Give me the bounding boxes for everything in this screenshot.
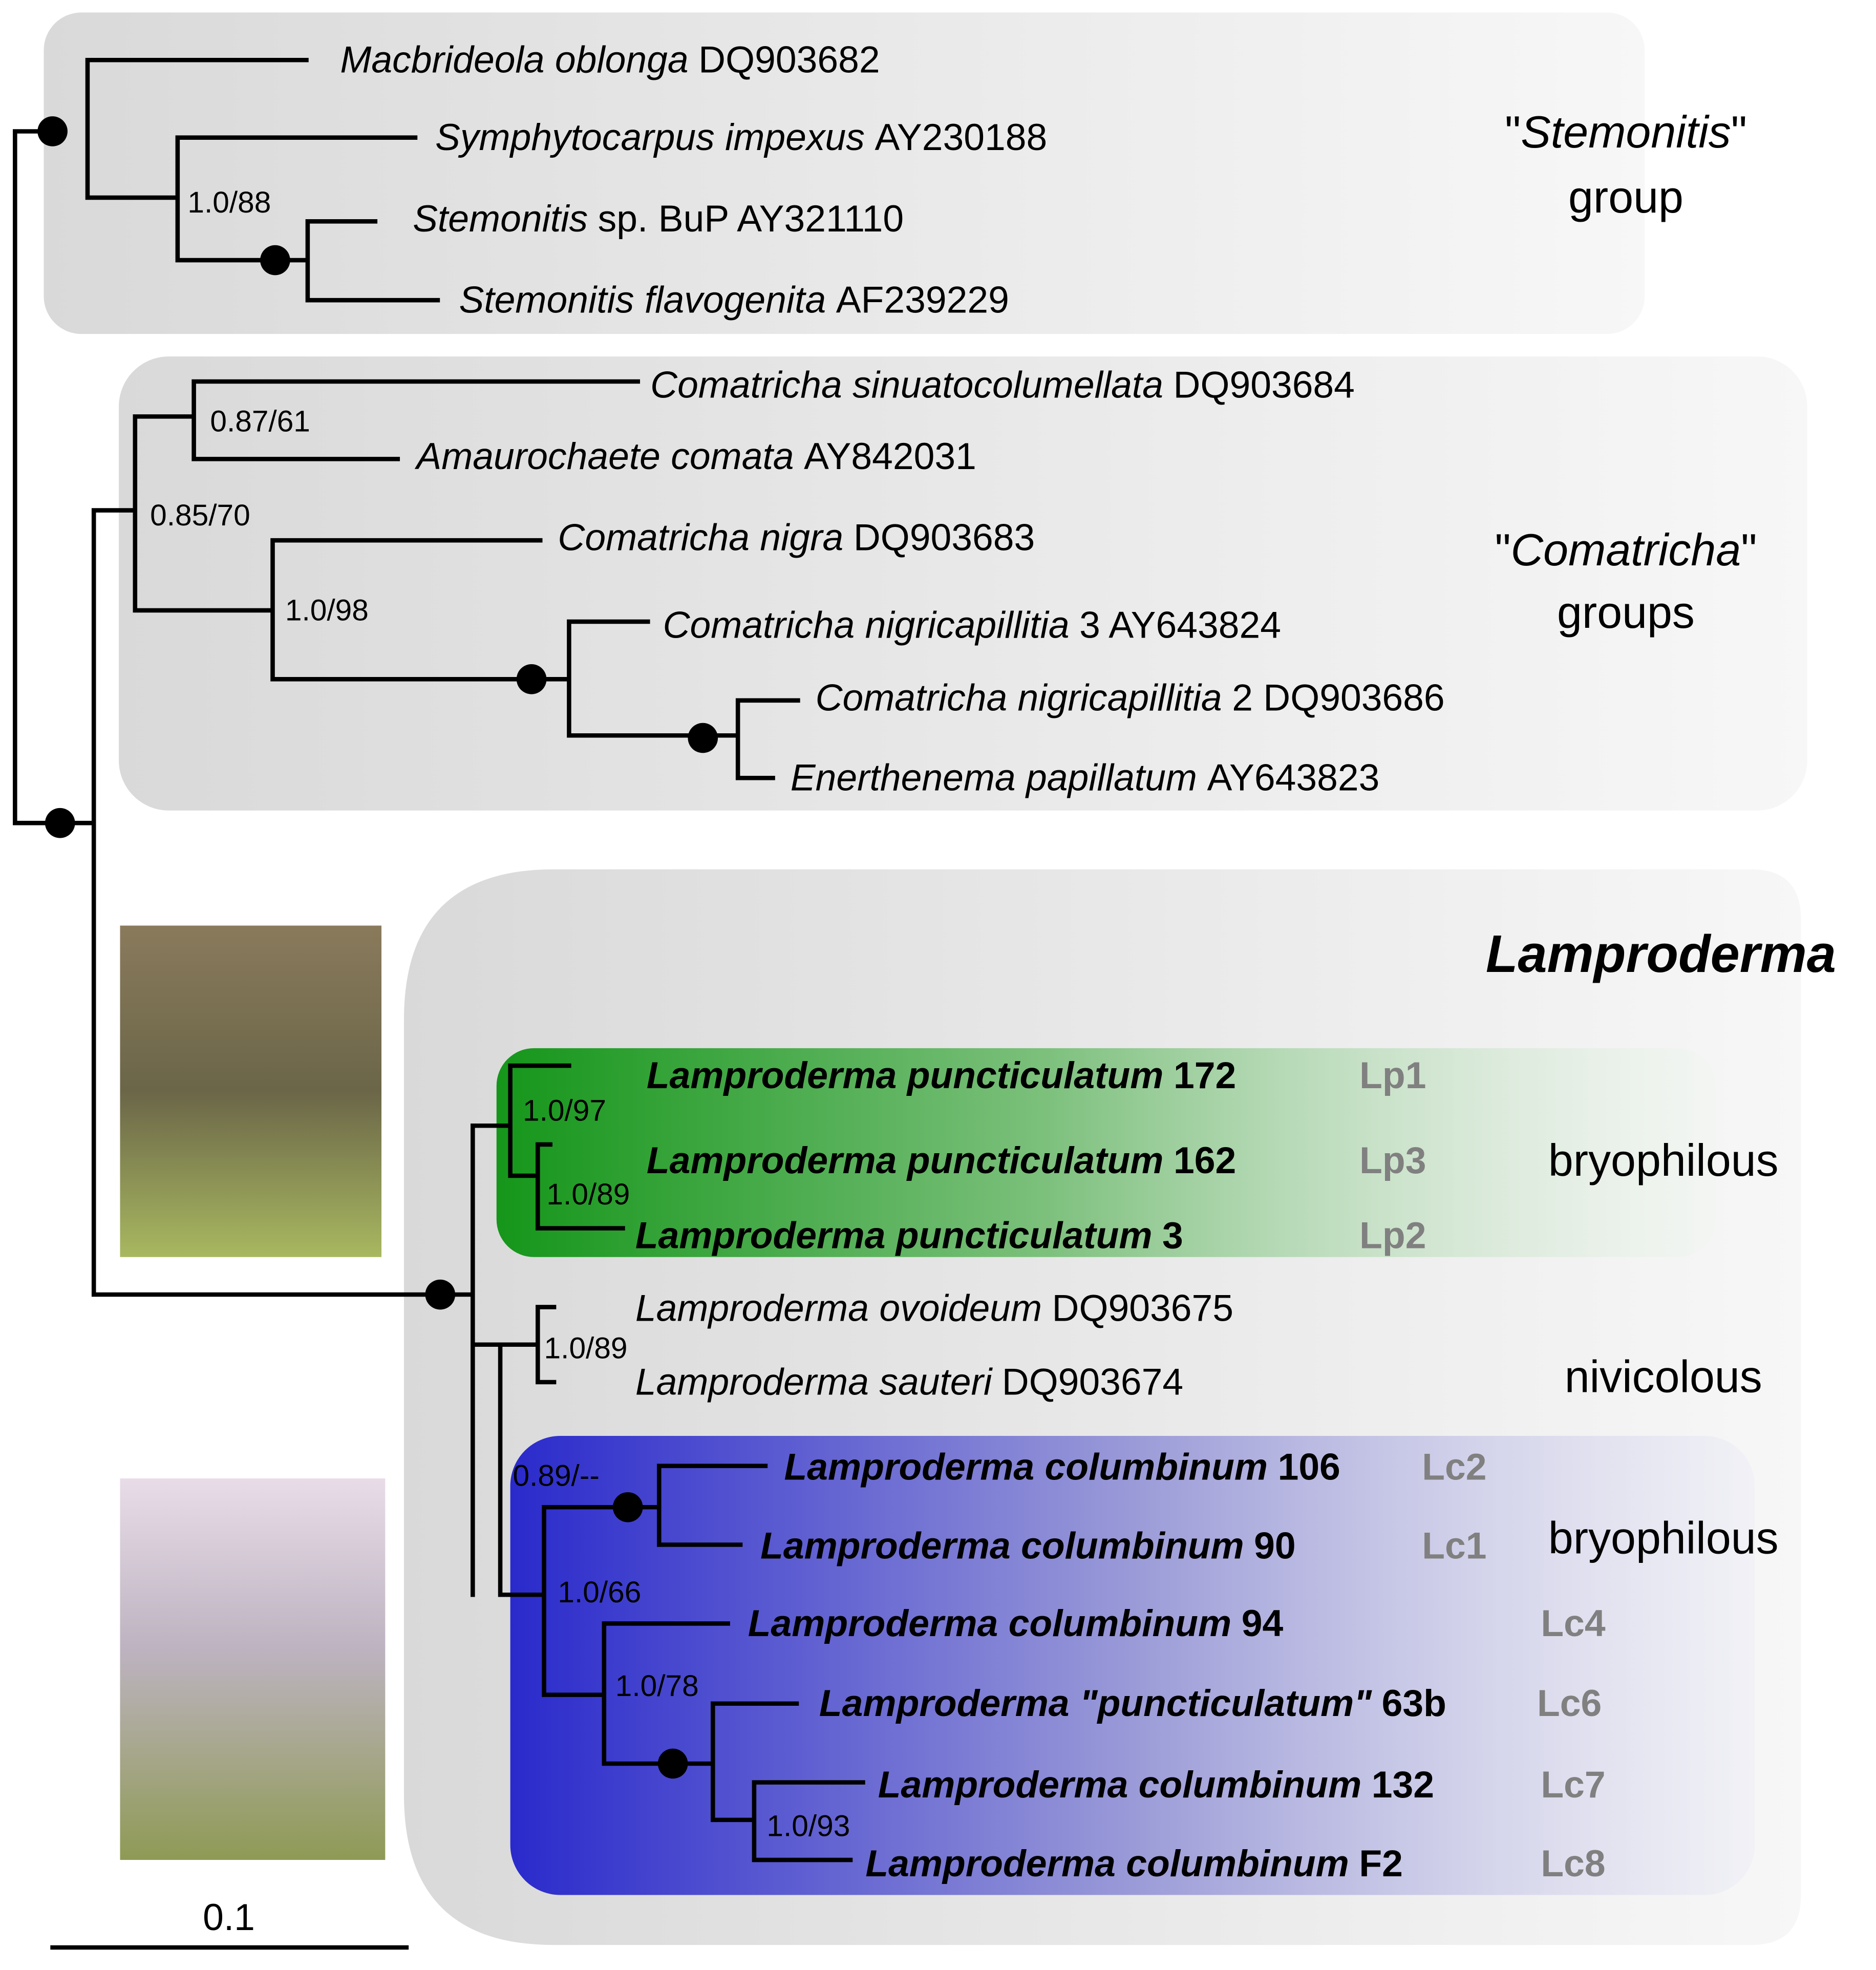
taxon-label: Lamproderma puncticulatum 3 [635, 1215, 1183, 1257]
group-label: groups [1557, 587, 1695, 638]
taxon-label: Amaurochaete comata AY842031 [414, 435, 976, 477]
group-label: "Stemonitis" [1505, 107, 1747, 157]
support-value: 1.0/89 [544, 1332, 628, 1365]
taxon-label: Lamproderma puncticulatum 172 [647, 1054, 1236, 1096]
group-label: Lamproderma [1486, 924, 1836, 983]
taxon-label: Lamproderma columbinum 132 [878, 1764, 1434, 1806]
clade-code: Lc2 [1422, 1446, 1486, 1488]
support-value: 0.89/-- [513, 1459, 599, 1493]
clade-box [510, 1436, 1755, 1895]
photo [120, 1478, 386, 1860]
taxon-label: Stemonitis flavogenita AF239229 [459, 279, 1009, 321]
taxon-label: Symphytocarpus impexus AY230188 [435, 116, 1047, 158]
taxon-label: Comatricha nigricapillitia 2 DQ903686 [816, 676, 1445, 718]
clade-box [496, 1048, 1716, 1257]
clade-code: Lc4 [1541, 1602, 1606, 1644]
taxon-label: Lamproderma columbinum 94 [748, 1602, 1284, 1644]
support-value: 1.0/98 [285, 594, 369, 627]
taxon-label: Comatricha sinuatocolumellata DQ903684 [650, 364, 1355, 406]
clade-code: Lc1 [1422, 1524, 1486, 1566]
taxon-label: Lamproderma sauteri DQ903674 [635, 1361, 1183, 1403]
clade-code: Lc7 [1541, 1764, 1605, 1806]
clade-code: Lc8 [1541, 1842, 1605, 1884]
taxon-label: Lamproderma ovoideum DQ903675 [635, 1287, 1233, 1329]
taxon-label: Stemonitis sp. BuP AY321110 [413, 198, 904, 240]
support-value: 0.87/61 [210, 405, 310, 438]
support-value: 1.0/97 [523, 1094, 606, 1128]
clade-box [44, 12, 1645, 334]
photo [120, 925, 382, 1257]
support-value: 0.85/70 [150, 499, 250, 532]
support-value: 1.0/66 [558, 1576, 641, 1609]
taxon-label: Enerthenema papillatum AY643823 [791, 757, 1380, 799]
clade-code: Lp2 [1359, 1215, 1426, 1257]
node-dots [37, 116, 718, 1779]
taxon-label: Macbrideola oblonga DQ903682 [340, 39, 880, 81]
group-label: "Comatricha" [1495, 524, 1757, 575]
taxon-label: Comatricha nigra DQ903683 [558, 517, 1035, 559]
support-value: 1.0/89 [546, 1178, 630, 1211]
scale-label: 0.1 [203, 1896, 255, 1938]
taxon-label: Lamproderma columbinum F2 [865, 1842, 1403, 1884]
clade-code: Lp3 [1359, 1139, 1426, 1181]
support-value: 1.0/78 [615, 1669, 699, 1703]
clade-box [119, 356, 1807, 811]
group-label: group [1568, 172, 1683, 222]
habitat-label: bryophilous [1548, 1135, 1779, 1185]
taxon-label: Lamproderma columbinum 106 [784, 1446, 1340, 1488]
support-value: 1.0/93 [766, 1810, 850, 1843]
habitat-label: nivicolous [1565, 1351, 1762, 1402]
support-value: 1.0/88 [187, 186, 271, 219]
taxon-label: Lamproderma columbinum 90 [760, 1524, 1296, 1566]
clade-code: Lp1 [1359, 1054, 1426, 1096]
taxon-label: Comatricha nigricapillitia 3 AY643824 [663, 604, 1281, 646]
taxon-label: Lamproderma "puncticulatum" 63b [819, 1682, 1446, 1724]
taxon-label: Lamproderma puncticulatum 162 [647, 1139, 1236, 1181]
habitat-label: bryophilous [1548, 1513, 1779, 1563]
clade-code: Lc6 [1537, 1682, 1602, 1724]
